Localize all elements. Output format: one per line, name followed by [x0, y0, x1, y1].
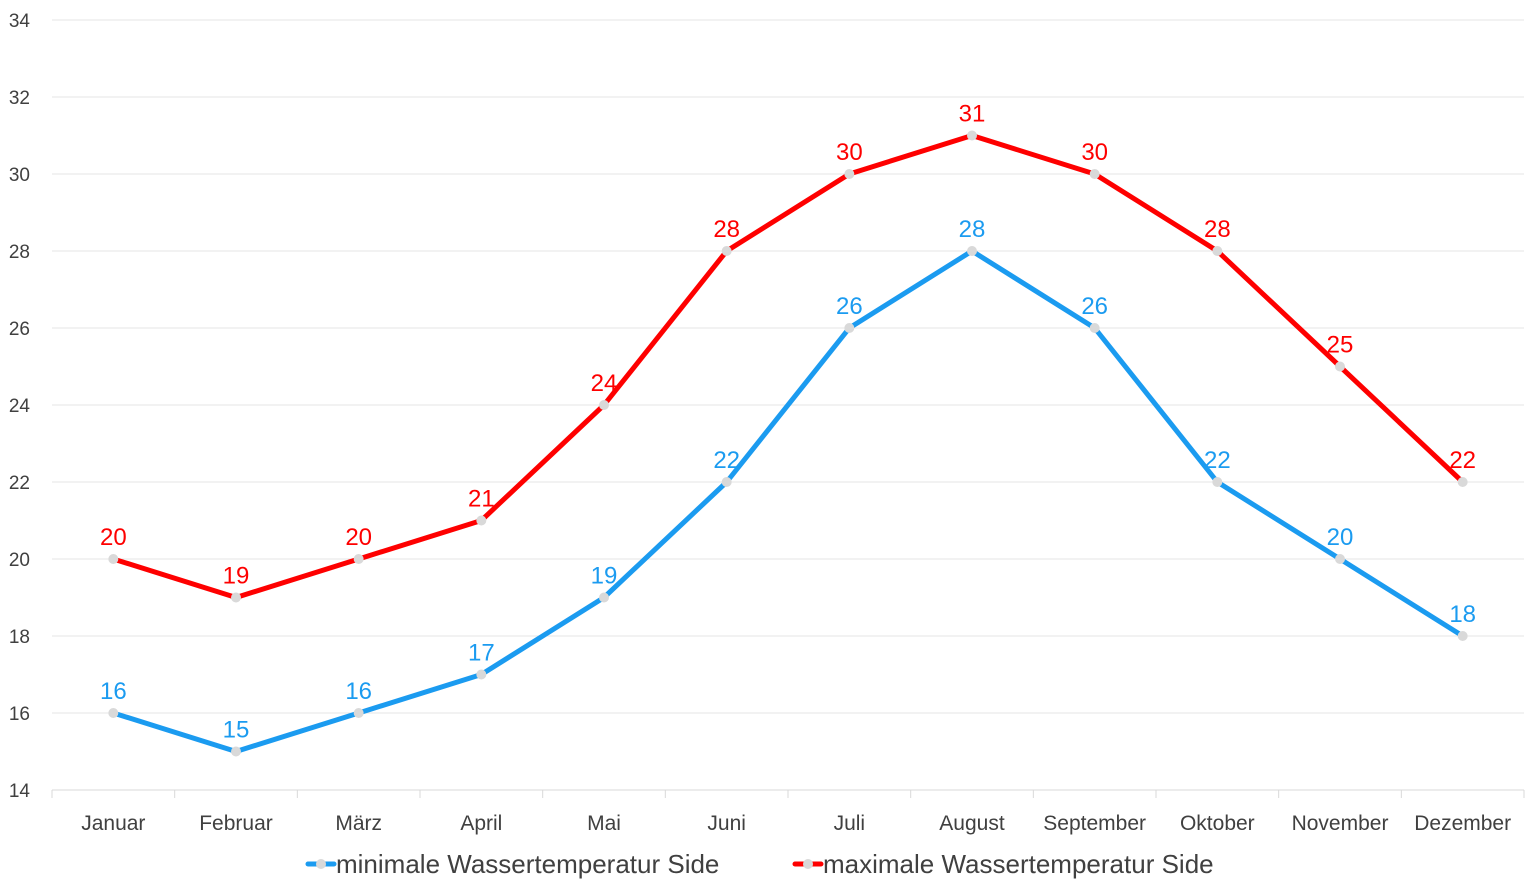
data-point: [231, 746, 241, 757]
data-point: [721, 246, 732, 256]
data-label: 20: [1327, 524, 1354, 551]
data-point: [1089, 323, 1100, 333]
data-point: [844, 323, 855, 333]
data-point: [1457, 477, 1468, 487]
data-labels: 16 15 16 17 19 22 26 28 26 22 20 18 20 19 20 21 24 28 30 31…: [100, 101, 1476, 744]
y-tick-label: 26: [9, 319, 30, 340]
y-tick-label: 18: [9, 627, 30, 648]
x-axis: Januar Februar März April Mai Juni Juli August S…: [51, 790, 1525, 835]
data-point: [476, 669, 487, 680]
x-tick-label-august: August: [939, 812, 1005, 835]
data-label: 21: [468, 486, 495, 513]
legend-marker: [316, 859, 326, 869]
data-point: [1457, 631, 1468, 641]
data-label: 31: [959, 101, 986, 128]
data-point: [231, 592, 241, 603]
data-point: [108, 708, 119, 718]
data-label: 24: [591, 370, 618, 397]
x-tick-label-dezember: Dezember: [1414, 812, 1511, 835]
data-label: 30: [1081, 139, 1108, 166]
data-label: 22: [713, 447, 740, 474]
x-tick-label-mai: Mai: [587, 812, 621, 835]
series-line-min: [110, 248, 1466, 754]
x-tick-label-september: September: [1043, 812, 1146, 835]
x-tick-label-februar: Februar: [199, 812, 273, 835]
series-line-max: [110, 133, 1466, 600]
data-point: [599, 592, 609, 603]
y-tick-label: 28: [9, 242, 30, 263]
data-label: 28: [1204, 216, 1231, 243]
data-label: 16: [345, 678, 372, 705]
data-label: 20: [345, 524, 372, 551]
data-label: 18: [1449, 601, 1476, 628]
legend-item-min: minimale Wassertemperatur Side: [305, 849, 719, 879]
x-tick-label-november: November: [1292, 812, 1389, 835]
data-label: 17: [468, 640, 495, 667]
data-label: 15: [223, 717, 250, 744]
legend: minimale Wassertemperatur Side maximale W…: [305, 849, 1214, 879]
data-label: 22: [1449, 447, 1476, 474]
data-label: 26: [1081, 293, 1108, 320]
data-label: 25: [1327, 332, 1354, 359]
data-label: 19: [223, 563, 250, 590]
data-point: [476, 515, 487, 526]
data-point: [1212, 477, 1223, 487]
y-tick-label: 32: [9, 88, 30, 109]
legend-item-max: maximale Wassertemperatur Side: [792, 849, 1214, 879]
data-point: [353, 554, 364, 564]
legend-marker: [803, 859, 813, 869]
data-point: [1335, 361, 1345, 372]
data-point: [1089, 169, 1100, 179]
x-tick-label-april: April: [460, 812, 502, 835]
y-tick-label: 34: [9, 11, 31, 32]
data-label: 19: [591, 563, 618, 590]
y-tick-label: 22: [9, 473, 30, 494]
data-point: [967, 246, 977, 256]
y-tick-label: 30: [9, 165, 30, 186]
data-label: 28: [959, 216, 986, 243]
x-tick-label-juni: Juni: [707, 812, 746, 835]
y-tick-label: 24: [9, 396, 31, 417]
data-label: 16: [100, 678, 127, 705]
data-point: [108, 554, 119, 564]
x-tick-label-oktober: Oktober: [1180, 812, 1255, 835]
data-label: 26: [836, 293, 863, 320]
data-point: [721, 477, 732, 487]
data-point: [599, 400, 609, 410]
y-tick-label: 14: [9, 781, 31, 802]
data-point: [353, 708, 364, 718]
series: [108, 130, 1468, 757]
legend-label: minimale Wassertemperatur Side: [336, 849, 719, 879]
y-tick-label: 16: [9, 704, 30, 725]
data-point: [844, 169, 855, 179]
data-label: 28: [713, 216, 740, 243]
y-tick-label: 20: [9, 550, 30, 571]
data-label: 30: [836, 139, 863, 166]
data-point: [1335, 554, 1345, 564]
data-label: 20: [100, 524, 127, 551]
x-tick-label-märz: März: [335, 812, 382, 835]
data-point: [967, 130, 977, 141]
legend-label: maximale Wassertemperatur Side: [823, 849, 1214, 879]
x-tick-label-juli: Juli: [834, 812, 866, 835]
y-axis: 14 16 18 20 22 24 26 28 30 32 34: [9, 11, 31, 802]
data-label: 22: [1204, 447, 1231, 474]
data-point: [1212, 246, 1223, 256]
x-tick-label-januar: Januar: [81, 812, 145, 835]
